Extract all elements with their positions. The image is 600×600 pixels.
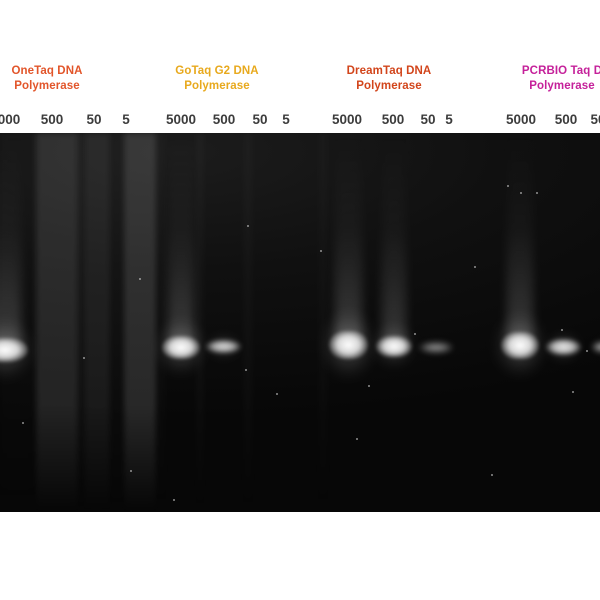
gel-speck [586, 350, 588, 352]
enzyme-label-row: OneTaq DNA Polymerase GoTaq G2 DNA Polymera… [0, 64, 600, 108]
gel-speck [22, 422, 24, 424]
lane-number: 5 [282, 112, 290, 127]
lane-streak [196, 133, 204, 512]
gel-image [0, 133, 600, 512]
gel-speck [247, 225, 249, 227]
lane-streak [36, 133, 78, 512]
enzyme-label-line2: Polymerase [356, 80, 422, 92]
gel-speck [572, 391, 574, 393]
lane-number: 000 [0, 112, 21, 127]
enzyme-label-line1: OneTaq DNA [11, 65, 83, 77]
lane-number: 50 [86, 112, 102, 127]
lane-number: 50 [252, 112, 268, 127]
gel-speck [245, 369, 247, 371]
lane-streak [243, 133, 253, 512]
gel-speck [507, 185, 509, 187]
enzyme-label-line2: Polymerase [529, 80, 595, 92]
gel-speck [130, 470, 132, 472]
dna-band [376, 336, 412, 357]
dna-band [419, 343, 453, 352]
dna-band [546, 339, 581, 355]
gel-speck [139, 278, 141, 280]
enzyme-label-line2: Polymerase [14, 80, 80, 92]
gel-speck [368, 385, 370, 387]
gel-speck [173, 499, 175, 501]
gel-speck [520, 192, 522, 194]
enzyme-label: PCRBIO Taq D Polymerase [472, 64, 600, 94]
lane-streak [84, 133, 110, 512]
lane-streak [318, 133, 328, 512]
gel-speck [320, 250, 322, 252]
enzyme-label: OneTaq DNA Polymerase [0, 64, 137, 94]
dna-band [329, 331, 368, 359]
gel-speck [356, 438, 358, 440]
enzyme-label-line2: Polymerase [184, 80, 250, 92]
lane-number: 50 [590, 112, 600, 127]
gel-speck [474, 266, 476, 268]
dna-band [206, 340, 241, 353]
gel-speck [561, 329, 563, 331]
lane-streak [124, 133, 156, 512]
lane-number: 500 [40, 112, 64, 127]
gel-speck [491, 474, 493, 476]
lane-number: 500 [212, 112, 236, 127]
gel-speck [536, 192, 538, 194]
lane-number: 5 [122, 112, 130, 127]
gel-speck [276, 393, 278, 395]
lane-number: 50 [420, 112, 436, 127]
enzyme-label-line1: DreamTaq DNA [346, 65, 432, 77]
lane-number-row: 000 500 50 5 5000 500 50 5 5000 500 50 5 5000 500 50 [0, 110, 600, 132]
lane-number: 5 [445, 112, 453, 127]
enzyme-label-line1: GoTaq G2 DNA [175, 65, 259, 77]
gel-background [0, 133, 600, 512]
lane-streak [78, 133, 84, 512]
lane-number: 500 [554, 112, 578, 127]
lane-number: 5000 [165, 112, 197, 127]
lane-number: 500 [381, 112, 405, 127]
dna-band [162, 336, 200, 359]
lane-number: 5000 [505, 112, 537, 127]
enzyme-label: DreamTaq DNA Polymerase [299, 64, 479, 94]
lane-streak [110, 133, 124, 512]
lane-streak [156, 133, 166, 512]
enzyme-label-line1: PCRBIO Taq D [521, 65, 600, 77]
enzyme-label: GoTaq G2 DNA Polymerase [127, 64, 307, 94]
gel-speck [83, 357, 85, 359]
gel-speck [414, 333, 416, 335]
lane-streak [0, 133, 36, 512]
lane-number: 5000 [331, 112, 363, 127]
dna-band [592, 342, 600, 352]
dna-band [501, 332, 539, 359]
